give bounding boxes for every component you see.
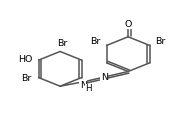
- Text: Br: Br: [21, 74, 31, 83]
- Text: N: N: [80, 81, 87, 90]
- Text: O: O: [124, 20, 132, 29]
- Text: Br: Br: [90, 37, 100, 46]
- Text: N: N: [101, 73, 108, 82]
- Text: Br: Br: [156, 37, 166, 46]
- Text: H: H: [85, 84, 92, 93]
- Text: HO: HO: [18, 55, 32, 64]
- Text: Br: Br: [57, 39, 67, 48]
